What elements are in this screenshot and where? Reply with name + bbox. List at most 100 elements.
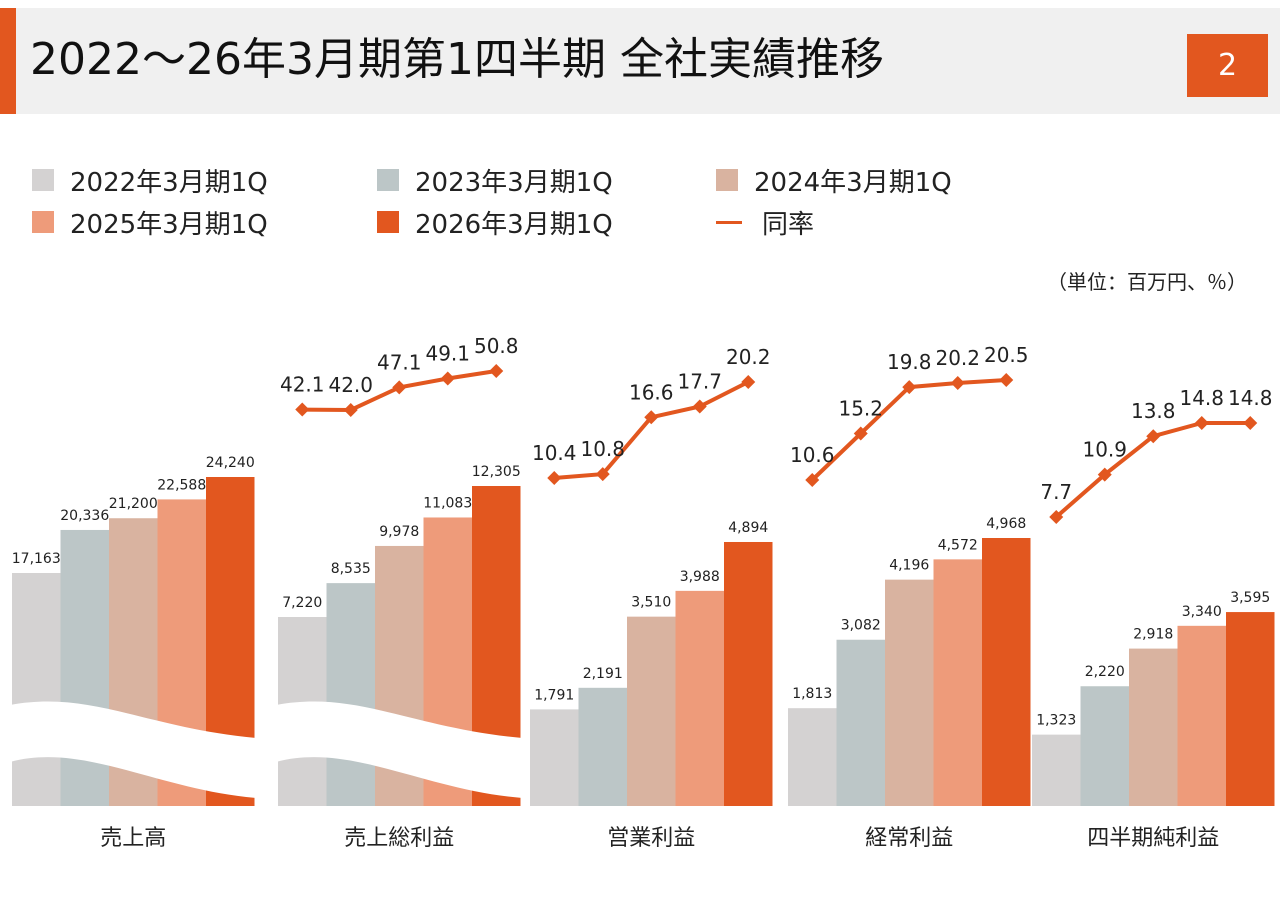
bar-value-label: 7,220	[282, 595, 322, 611]
rate-marker	[1097, 467, 1112, 482]
bar-2-1	[578, 687, 627, 806]
legend-item-2023: 2023年3月期1Q	[377, 160, 613, 200]
bar-value-label: 24,240	[206, 455, 255, 471]
legend-label: 2025年3月期1Q	[70, 209, 268, 240]
bar-value-label: 3,510	[631, 595, 671, 611]
bar-value-label: 2,220	[1085, 664, 1125, 680]
category-label: 四半期純利益	[1087, 826, 1219, 851]
rate-marker	[805, 473, 820, 487]
bar-value-label: 3,595	[1230, 590, 1270, 606]
legend-item-2022: 2022年3月期1Q	[32, 160, 268, 200]
bar-value-label: 3,082	[841, 618, 881, 634]
rate-marker	[853, 426, 868, 441]
rate-value-label: 10.9	[1082, 438, 1127, 462]
legend-item-rate: 同率	[716, 202, 814, 242]
legend-swatch	[716, 169, 738, 191]
rate-marker	[692, 399, 707, 414]
bar-2-3	[675, 590, 724, 806]
rate-marker	[595, 467, 610, 482]
bar-value-label: 3,340	[1182, 604, 1222, 620]
bar-value-label: 17,163	[12, 551, 61, 567]
bar-value-label: 11,083	[423, 495, 472, 511]
rate-marker	[1049, 510, 1064, 524]
category-label: 営業利益	[607, 826, 695, 851]
rate-value-label: 10.4	[532, 441, 577, 465]
rate-marker	[1243, 416, 1258, 430]
legend-label: 2022年3月期1Q	[70, 167, 268, 198]
rate-value-label: 15.2	[838, 397, 883, 421]
rate-value-label: 7.7	[1040, 480, 1072, 504]
rate-marker	[999, 373, 1014, 387]
rate-value-label: 42.0	[328, 373, 373, 397]
bar-1-1	[326, 583, 375, 806]
bar-value-label: 8,535	[331, 561, 371, 577]
legend-item-2026: 2026年3月期1Q	[377, 202, 613, 242]
bar-value-label: 1,791	[534, 687, 574, 703]
rate-value-label: 14.8	[1228, 386, 1273, 410]
category-label: 経常利益	[865, 826, 953, 851]
rate-value-label: 47.1	[377, 350, 422, 374]
rate-value-label: 20.2	[726, 345, 771, 369]
rate-value-label: 17.7	[677, 369, 722, 393]
legend-swatch	[32, 169, 54, 191]
legend-label: 2026年3月期1Q	[415, 209, 613, 240]
bar-4-4	[1226, 612, 1275, 806]
chart-legend: 2022年3月期1Q 2023年3月期1Q 2024年3月期1Q 2025年3月…	[0, 160, 1280, 250]
legend-item-2025: 2025年3月期1Q	[32, 202, 268, 242]
slide-title: 2022～26年3月期第1四半期 全社実績推移	[30, 34, 884, 85]
rate-value-label: 42.1	[280, 373, 325, 397]
bar-value-label: 2,918	[1133, 627, 1173, 643]
rate-marker	[1194, 416, 1209, 430]
bar-3-3	[933, 559, 982, 806]
bar-value-label: 4,196	[889, 558, 929, 574]
bar-value-label: 4,894	[728, 520, 768, 536]
rate-value-label: 10.6	[790, 443, 835, 467]
category-label: 売上高	[100, 826, 166, 851]
rate-value-label: 14.8	[1179, 386, 1224, 410]
bar-3-1	[836, 639, 885, 806]
bar-3-0	[788, 708, 837, 806]
bar-value-label: 3,988	[680, 569, 720, 585]
rate-value-label: 13.8	[1131, 399, 1176, 423]
bar-value-label: 21,200	[109, 496, 158, 512]
bar-4-2	[1129, 648, 1178, 806]
rate-marker	[392, 380, 407, 395]
legend-line-swatch	[716, 220, 742, 224]
bar-2-0	[530, 709, 579, 806]
rate-value-label: 10.8	[580, 437, 625, 461]
rate-value-label: 20.2	[935, 346, 980, 370]
legend-item-2024: 2024年3月期1Q	[716, 160, 952, 200]
legend-swatch	[32, 211, 54, 233]
slide-header: 2022～26年3月期第1四半期 全社実績推移 2	[0, 8, 1280, 114]
rate-marker	[343, 403, 358, 417]
header-accent-bar	[0, 8, 16, 114]
rate-value-label: 49.1	[425, 342, 470, 366]
rate-marker	[295, 402, 310, 417]
bar-value-label: 20,336	[60, 508, 109, 524]
bar-value-label: 22,588	[157, 477, 206, 493]
category-label: 売上総利益	[344, 826, 454, 851]
rate-marker	[950, 376, 965, 391]
rate-marker	[1146, 429, 1161, 444]
page-number-badge: 2	[1187, 34, 1268, 97]
rate-value-label: 19.8	[887, 350, 932, 374]
legend-label: 2024年3月期1Q	[754, 167, 952, 198]
bar-value-label: 4,968	[986, 516, 1026, 532]
bar-4-0	[1032, 734, 1081, 806]
rate-marker	[440, 371, 455, 386]
bar-2-4	[724, 541, 773, 806]
rate-marker	[741, 375, 756, 389]
bar-2-2	[627, 616, 676, 806]
bar-value-label: 9,978	[379, 524, 419, 540]
bar-value-label: 12,305	[472, 464, 521, 480]
legend-label: 2023年3月期1Q	[415, 167, 613, 198]
legend-swatch	[377, 169, 399, 191]
rate-marker	[902, 380, 917, 395]
rate-line	[810, 378, 1007, 482]
rate-marker	[489, 364, 504, 378]
axis-break-band	[10, 701, 257, 798]
unit-note: （単位：百万円、％）	[1047, 270, 1247, 294]
rate-value-label: 50.8	[474, 334, 519, 358]
rate-marker	[644, 410, 659, 425]
